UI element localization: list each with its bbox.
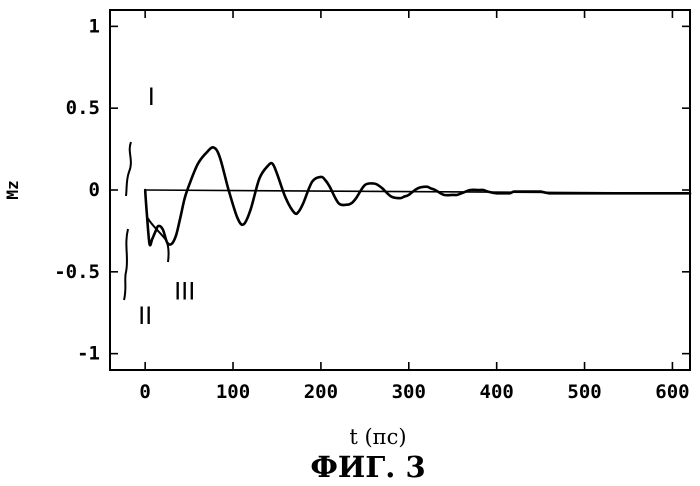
y-tick-label: 0 [89,179,100,201]
y-axis-label: Mz [3,180,22,199]
x-tick-label: 500 [567,381,601,403]
annotation-label: II [138,302,152,330]
annotation-label: III [174,278,195,306]
x-tick-label: 200 [304,381,338,403]
annotation-leader [126,142,131,196]
x-tick-label: 300 [392,381,426,403]
x-tick-label: 0 [139,381,150,403]
y-tick-label: 1 [89,15,100,37]
x-tick-label: 400 [480,381,514,403]
annotation-leader [124,229,128,300]
y-tick-label: 0.5 [66,97,100,119]
annotation-leader [147,217,169,262]
axis-ticks: 0 100 200 300 400 500 600 1 0.5 0 -0.5 -1 [54,10,690,403]
x-tick-label: 100 [216,381,250,403]
figure-caption: ФИГ. 3 [310,450,425,484]
mz-series-line [145,147,690,245]
x-tick-label: 600 [655,381,689,403]
y-tick-label: -1 [77,343,100,365]
annotation-label: I [148,83,155,111]
x-axis-label: t (пс) [349,425,406,449]
y-tick-label: -0.5 [54,261,100,283]
